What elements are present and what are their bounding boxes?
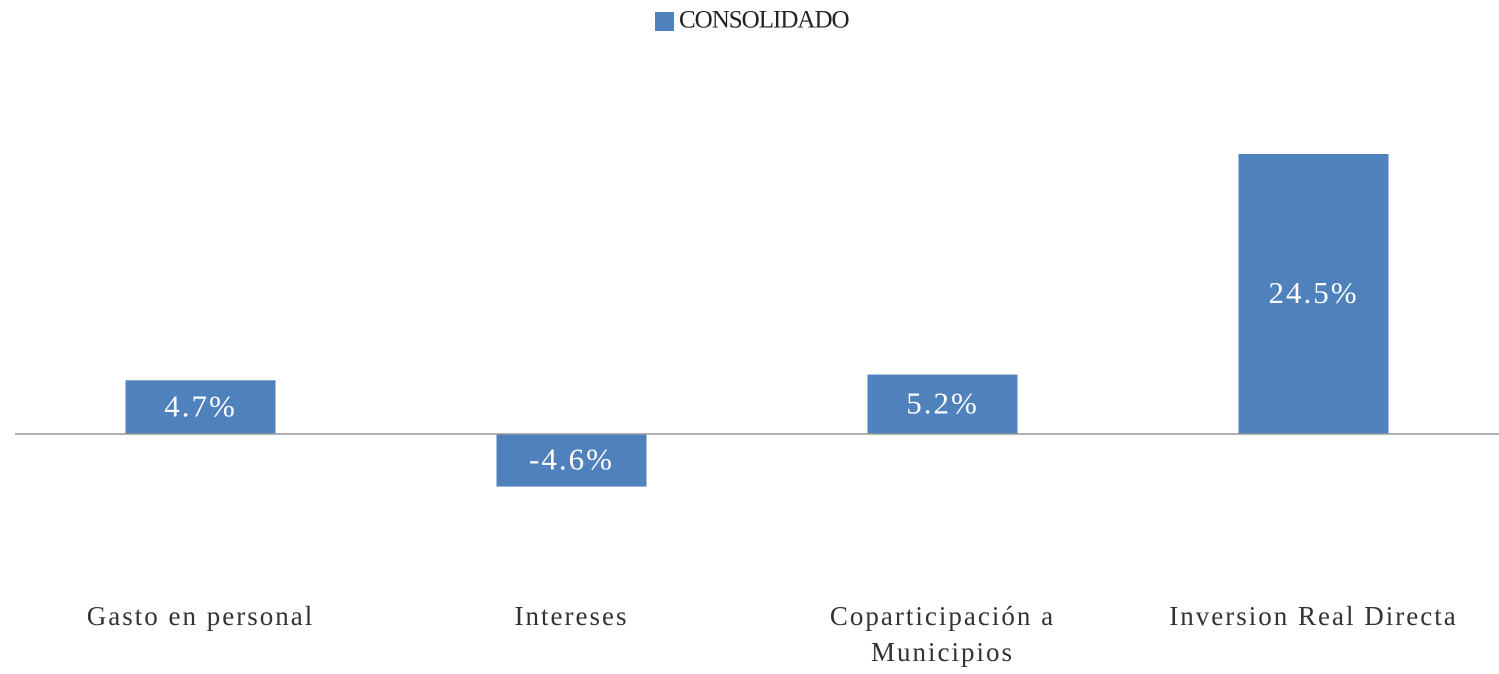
bar [496, 434, 647, 487]
data-label: 4.7% [164, 388, 237, 423]
bar [125, 380, 276, 434]
bar [867, 374, 1018, 434]
legend-swatch [655, 12, 674, 31]
legend-label: CONSOLIDADO [679, 7, 850, 34]
x-tick-label: Inversion Real Directa [1169, 601, 1458, 631]
data-label: -4.6% [529, 441, 614, 476]
x-tick-label: Intereses [514, 601, 629, 631]
x-tick-label: Coparticipación a Municipios [829, 601, 1056, 667]
bar [1238, 154, 1389, 434]
x-tick-label: Gasto en personal [86, 601, 315, 631]
data-label: 5.2% [906, 385, 979, 420]
data-label: 24.5% [1268, 275, 1358, 310]
